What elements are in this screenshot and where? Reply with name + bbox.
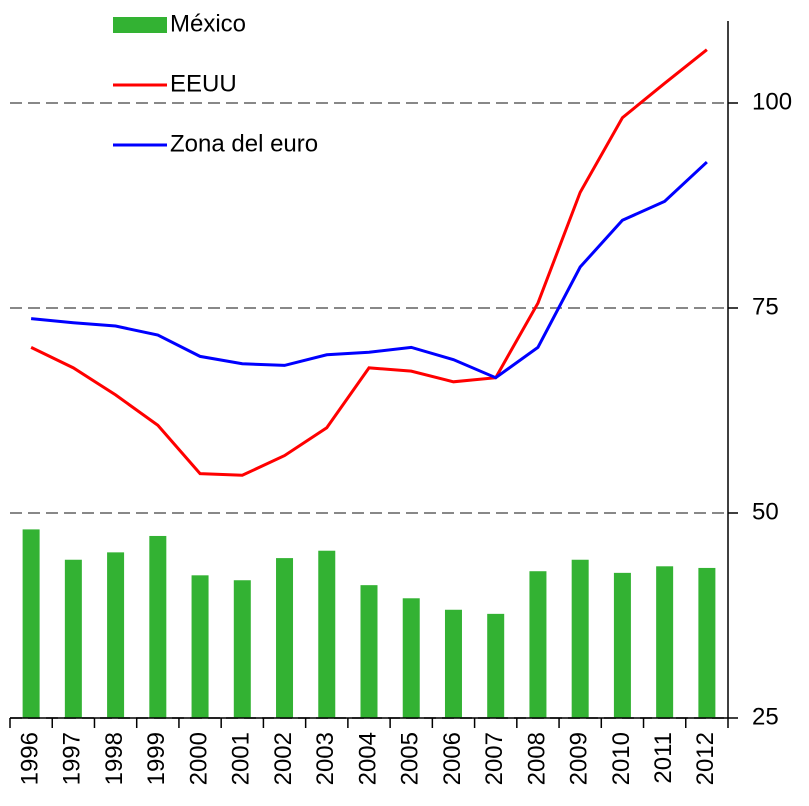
bar (318, 550, 336, 718)
bar (529, 571, 547, 718)
x-tick-label: 2002 (270, 732, 297, 785)
bar (107, 552, 125, 718)
x-tick-label: 2012 (692, 732, 719, 785)
bar (656, 566, 674, 718)
line-series (30, 48, 708, 477)
bar (698, 567, 716, 718)
y-tick-label: 50 (752, 498, 779, 525)
x-tick-label: 2000 (185, 732, 212, 785)
x-tick-label: 1998 (101, 732, 128, 785)
x-tick-label: 1997 (59, 732, 86, 785)
x-tick-label: 2009 (566, 732, 593, 785)
bar (64, 559, 82, 718)
bar (276, 558, 294, 718)
line-series (30, 160, 708, 380)
bar (444, 609, 462, 718)
x-tick-label: 2005 (397, 732, 424, 785)
legend-label: Zona del euro (170, 130, 318, 157)
legend-label: EEUU (170, 70, 237, 97)
x-tick-label: 2007 (481, 732, 508, 785)
bar (360, 585, 378, 718)
x-tick-label: 2011 (650, 732, 677, 784)
bar (571, 559, 589, 718)
bar (191, 575, 209, 718)
x-tick-label: 1996 (16, 732, 43, 785)
x-tick-label: 1999 (143, 732, 170, 785)
x-tick-label: 2006 (439, 732, 466, 785)
y-tick-label: 75 (752, 293, 779, 320)
x-tick-label: 2003 (312, 732, 339, 785)
bar (233, 580, 251, 718)
bar (402, 598, 420, 718)
x-tick-label: 2004 (354, 732, 381, 785)
y-tick-label: 100 (752, 88, 792, 115)
bar (613, 572, 631, 718)
y-tick-label: 25 (752, 703, 779, 730)
bar (149, 535, 167, 718)
x-tick-label: 2008 (523, 732, 550, 785)
legend-swatch (113, 17, 167, 33)
x-tick-label: 2001 (228, 732, 255, 785)
bar (487, 613, 505, 718)
legend-label: México (170, 10, 246, 37)
x-tick-label: 2010 (608, 732, 635, 785)
bar (22, 529, 40, 718)
